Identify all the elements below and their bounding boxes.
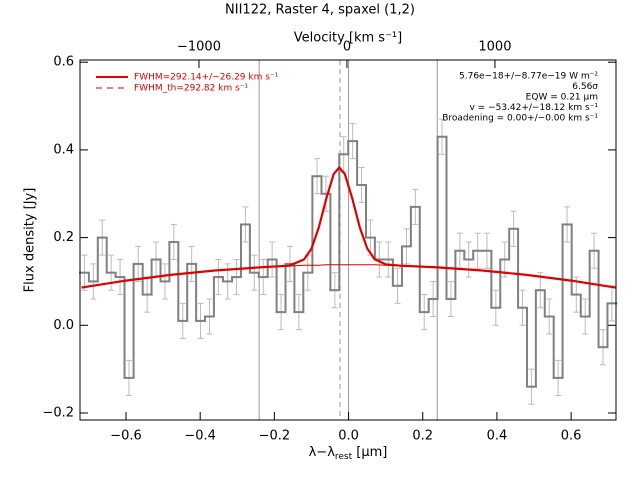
x-tick-label: 0.0: [338, 429, 359, 444]
chart-title: NII122, Raster 4, spaxel (1,2): [225, 3, 415, 18]
x-axis-label: λ−λrest [μm]: [309, 445, 388, 462]
x-tick-label: 0.2: [412, 429, 433, 444]
x-tick-label: −0.4: [184, 429, 216, 444]
annotation: Broadening = 0.00+/−0.00 km s⁻¹: [442, 114, 598, 124]
annotation: v = −53.42+/−18.12 km s⁻¹: [469, 103, 598, 113]
plot-frame: [79, 59, 617, 421]
y-axis-label: Flux density [Jy]: [23, 188, 38, 293]
fit-line: [81, 165, 616, 289]
legend-label: FWHM=292.14+/−26.29 km s⁻¹: [134, 73, 279, 83]
x-tick-label: −0.6: [110, 429, 142, 444]
x-tick-label: 0.6: [561, 429, 582, 444]
annotation: 6.56σ: [572, 82, 598, 92]
x-tick-label: 0.4: [487, 429, 508, 444]
x-label-unit: [μm]: [352, 445, 387, 460]
y-tick-label: 0.0: [53, 318, 74, 333]
x2-tick-label: 1000: [478, 40, 511, 55]
annotation: 5.76e−18+/−8.77e−19 W m⁻²: [459, 72, 598, 82]
y-tick-label: −0.2: [42, 405, 74, 420]
x2-axis-label: Velocity [km s⁻¹]: [294, 31, 402, 46]
x-label-main: λ−λ: [309, 445, 336, 460]
x-tick-label: −0.2: [259, 429, 291, 444]
annotation: EQW = 0.21 μm: [526, 93, 598, 103]
x2-tick-label: −1000: [177, 40, 221, 55]
legend-label: FWHM_th=292.82 km s⁻¹: [134, 84, 249, 94]
x-label-sub: rest: [335, 452, 353, 462]
y-tick-label: 0.2: [53, 230, 74, 245]
y-tick-label: 0.6: [53, 55, 74, 70]
y-tick-label: 0.4: [53, 142, 74, 157]
x2-tick-label: 0: [343, 40, 351, 55]
